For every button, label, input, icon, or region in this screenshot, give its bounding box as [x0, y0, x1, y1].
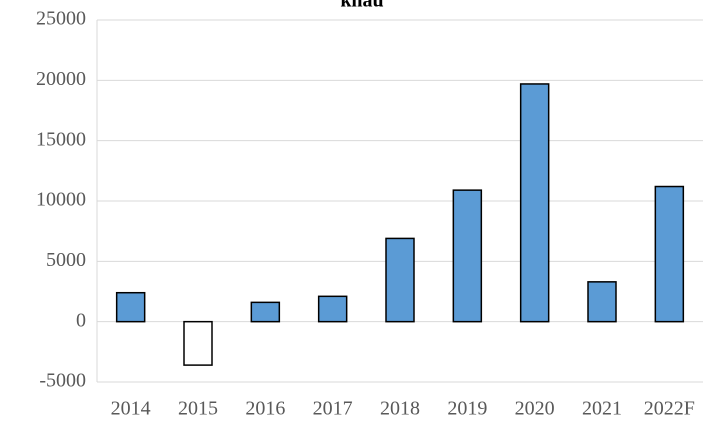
y-tick-label: 15000 — [36, 128, 86, 150]
x-tick-label: 2018 — [380, 398, 420, 420]
x-tick-label: 2022F — [644, 398, 695, 420]
y-tick-label: 25000 — [36, 8, 86, 30]
bar — [385, 237, 415, 323]
x-tick-label: 2020 — [515, 398, 555, 420]
y-tick-label: 0 — [76, 309, 86, 331]
bar — [654, 185, 685, 323]
y-tick-label: 20000 — [36, 68, 86, 90]
x-tick-label: 2021 — [582, 398, 622, 420]
x-tick-label: 2017 — [313, 398, 353, 420]
bar — [250, 301, 281, 323]
x-tick-label: 2019 — [447, 398, 487, 420]
bar — [587, 281, 617, 323]
bar — [183, 320, 213, 366]
y-tick-label: 10000 — [36, 189, 86, 211]
bar — [317, 295, 348, 323]
bar — [519, 83, 550, 323]
bar — [115, 291, 146, 323]
y-tick-label: -5000 — [39, 370, 86, 392]
y-tick-label: 5000 — [46, 249, 86, 271]
bar — [452, 189, 483, 323]
chart-title: khẩu — [340, 0, 383, 12]
x-tick-label: 2015 — [178, 398, 218, 420]
x-tick-label: 2016 — [245, 398, 285, 420]
x-tick-label: 2014 — [111, 398, 151, 420]
